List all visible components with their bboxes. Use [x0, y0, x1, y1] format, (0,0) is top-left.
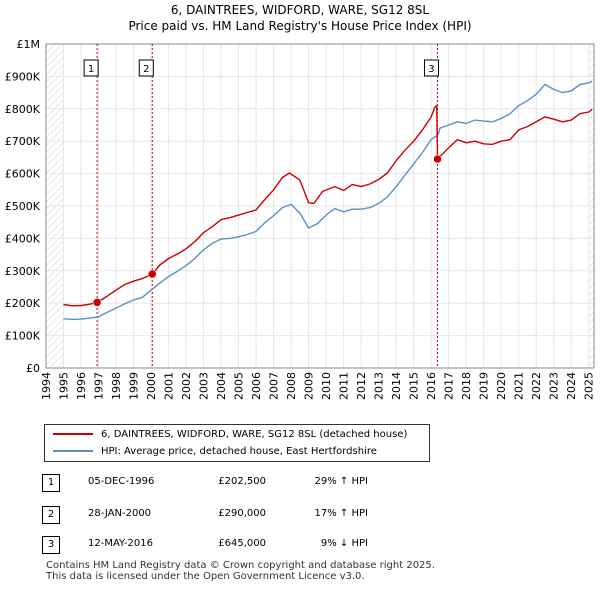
x-tick-label: 2001: [163, 372, 176, 400]
sale-label-box: [83, 59, 99, 77]
legend-label-property: 6, DAINTREES, WIDFORD, WARE, SG12 8SL (d…: [101, 429, 408, 440]
x-tick-label: 2002: [180, 372, 193, 400]
sale-marker-label: 3: [42, 536, 60, 554]
x-tick-label: 1997: [93, 372, 106, 400]
x-tick-label: 2025: [583, 372, 596, 400]
y-tick-label: £900K: [5, 70, 41, 83]
legend: 6, DAINTREES, WIDFORD, WARE, SG12 8SL (d…: [44, 424, 430, 462]
sale-date: 12-MAY-2016: [88, 538, 154, 549]
x-tick-label: 2016: [425, 372, 438, 400]
chart-title: 6, DAINTREES, WIDFORD, WARE, SG12 8SL: [170, 3, 430, 17]
x-tick-label: 2004: [215, 372, 228, 400]
x-tick-label: 2009: [303, 372, 316, 400]
x-tick-label: 2008: [285, 372, 298, 400]
x-tick-label: 2019: [478, 372, 491, 400]
sale-hpi-diff: 17% ↑ HPI: [314, 508, 368, 519]
sale-price: £202,500: [218, 476, 266, 487]
sale-marker-label: 2: [42, 506, 60, 524]
footer-copyright: Contains HM Land Registry data © Crown c…: [46, 560, 435, 571]
legend-swatch-hpi: [53, 450, 93, 452]
x-tick-label: 2011: [338, 372, 351, 400]
y-tick-label: £600K: [5, 168, 41, 181]
sale-row: 2 28-JAN-2000 £290,000 17% ↑ HPI: [42, 506, 462, 526]
sale-label-box: [138, 59, 154, 77]
sale-price: £645,000: [218, 538, 266, 549]
x-tick-label: 1995: [58, 372, 71, 400]
sale-label-text: 2: [143, 64, 149, 75]
x-tick-label: 2020: [495, 372, 508, 400]
sale-point: [433, 154, 442, 164]
y-tick-label: £0: [26, 362, 40, 375]
sale-price: £290,000: [218, 508, 266, 519]
y-tick-label: £200K: [5, 297, 41, 310]
x-tick-label: 2022: [530, 372, 543, 400]
sale-label-text: 1: [88, 64, 94, 75]
x-tick-label: 2014: [390, 372, 403, 400]
plot-border: [45, 43, 595, 369]
sale-label-text: 3: [428, 64, 434, 75]
sale-hpi-diff: 29% ↑ HPI: [314, 476, 368, 487]
y-tick-label: £700K: [5, 135, 41, 148]
footer: Contains HM Land Registry data © Crown c…: [46, 560, 435, 582]
x-tick-label: 2005: [233, 372, 246, 400]
x-tick-label: 2017: [443, 372, 456, 400]
x-tick-label: 2003: [198, 372, 211, 400]
x-tick-label: 2013: [373, 372, 386, 400]
sale-date: 05-DEC-1996: [88, 476, 155, 487]
legend-swatch-property: [53, 433, 93, 435]
sale-point: [148, 269, 157, 279]
x-tick-label: 2007: [268, 372, 281, 400]
x-tick-label: 2010: [320, 372, 333, 400]
x-tick-label: 1994: [40, 372, 53, 400]
y-tick-label: £500K: [5, 200, 41, 213]
sale-point: [92, 298, 102, 307]
x-tick-label: 1996: [75, 372, 88, 400]
x-tick-label: 2024: [565, 372, 578, 400]
x-tick-label: 2021: [513, 372, 526, 400]
legend-item-hpi: HPI: Average price, detached house, East…: [53, 444, 377, 460]
series-line-property: [63, 104, 593, 307]
sale-date: 28-JAN-2000: [88, 508, 152, 519]
sale-row: 3 12-MAY-2016 £645,000 9% ↓ HPI: [42, 536, 462, 556]
y-tick-label: £1M: [17, 38, 41, 51]
x-tick-label: 2018: [460, 372, 473, 400]
y-tick-label: £300K: [5, 265, 41, 278]
y-tick-label: £400K: [5, 232, 41, 245]
legend-item-property: 6, DAINTREES, WIDFORD, WARE, SG12 8SL (d…: [53, 427, 407, 443]
sale-row: 1 05-DEC-1996 £202,500 29% ↑ HPI: [42, 474, 462, 494]
x-tick-label: 1998: [110, 372, 123, 400]
sale-label-box: [423, 59, 439, 77]
x-tick-label: 2006: [250, 372, 263, 400]
x-tick-label: 2023: [548, 372, 561, 400]
legend-label-hpi: HPI: Average price, detached house, East…: [101, 446, 377, 457]
footer-licence: This data is licensed under the Open Gov…: [46, 571, 365, 582]
series-line-hpi: [63, 80, 593, 321]
y-tick-label: £800K: [5, 103, 41, 116]
x-tick-label: 2000: [145, 372, 158, 400]
sale-marker-label: 1: [42, 474, 60, 492]
x-tick-label: 1999: [128, 372, 141, 400]
y-tick-label: £100K: [5, 330, 41, 343]
x-tick-label: 2012: [355, 372, 368, 400]
price-chart: 1 2 3 £0 £100K £200K £300K £400K £500K £600K £700K…: [5, 38, 596, 400]
sale-hpi-diff: 9% ↓ HPI: [320, 538, 368, 549]
chart-subtitle: Price paid vs. HM Land Registry's House …: [128, 19, 472, 33]
x-tick-label: 2015: [408, 372, 421, 400]
